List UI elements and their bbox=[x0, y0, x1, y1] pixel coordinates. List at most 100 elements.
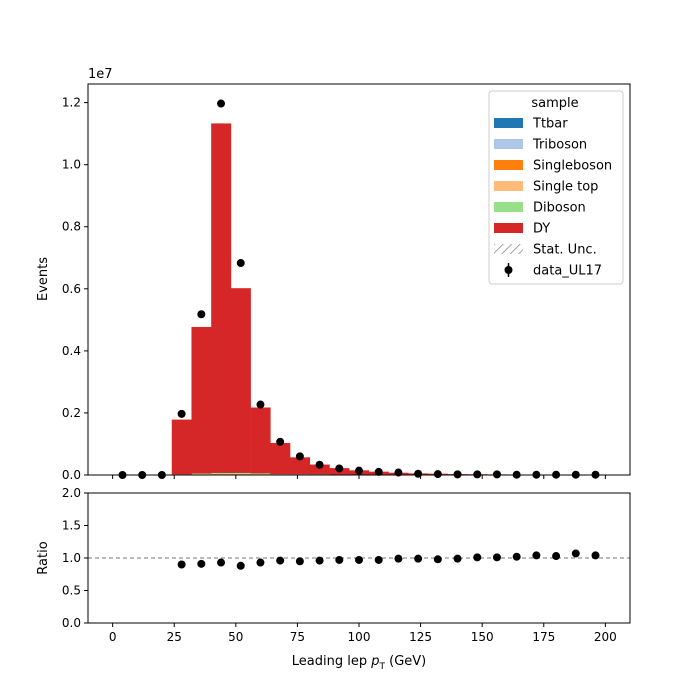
ratio-x-ticks: 0 25 50 75 100 125 150 175 200 bbox=[109, 623, 617, 644]
legend-title: sample bbox=[531, 96, 578, 111]
ratio-point-14 bbox=[453, 554, 462, 563]
ratio-x-tick-label-1: 25 bbox=[167, 630, 182, 644]
data-point-7 bbox=[256, 400, 265, 409]
ratio-point-18 bbox=[532, 551, 541, 560]
ratio-point-0 bbox=[177, 560, 186, 569]
main-plot-panel: 0.0 0.2 0.4 0.6 0.8 1.0 1.2 1e7 Events bbox=[36, 67, 631, 482]
legend-label-5: DY bbox=[533, 222, 550, 237]
main-y-tick-label-6: 1.2 bbox=[62, 96, 81, 110]
main-y-tick-label-0: 0.0 bbox=[62, 468, 81, 482]
legend-swatch-triboson bbox=[494, 139, 523, 149]
bar-dy-6 bbox=[230, 288, 251, 473]
data-point-6 bbox=[236, 259, 245, 268]
ratio-point-2 bbox=[217, 558, 226, 567]
y-scale-multiplier: 1e7 bbox=[88, 67, 113, 82]
ratio-x-tick-label-7: 175 bbox=[532, 630, 555, 644]
ratio-point-17 bbox=[512, 552, 521, 561]
ratio-point-19 bbox=[552, 552, 561, 561]
bar-dy-10 bbox=[309, 464, 330, 475]
ratio-point-16 bbox=[492, 553, 501, 562]
main-y-tick-label-1: 0.2 bbox=[62, 406, 81, 420]
ratio-point-10 bbox=[374, 555, 383, 564]
legend-label-6: Stat. Unc. bbox=[533, 243, 597, 258]
bar-dy-9 bbox=[290, 457, 311, 475]
data-point-8 bbox=[276, 437, 285, 446]
bar-dy-8 bbox=[270, 443, 291, 475]
ratio-point-9 bbox=[355, 555, 363, 564]
legend-entries: Ttbar Triboson Singleboson Single top Diboso… bbox=[494, 117, 612, 279]
ratio-point-6 bbox=[295, 557, 304, 566]
ratio-y-axis-label: Ratio bbox=[36, 541, 51, 574]
ratio-y-tick-label-3: 1.5 bbox=[62, 519, 81, 533]
ratio-point-3 bbox=[236, 561, 245, 570]
legend-swatch-single-top bbox=[494, 181, 523, 191]
main-y-axis-label: Events bbox=[36, 257, 51, 301]
legend-swatch-stat-unc bbox=[494, 244, 523, 254]
ratio-y-tick-label-4: 2.0 bbox=[62, 486, 81, 500]
ratio-point-12 bbox=[414, 554, 423, 563]
ratio-point-11 bbox=[394, 554, 403, 563]
main-x-ticks bbox=[112, 475, 606, 479]
ratio-x-tick-label-3: 75 bbox=[290, 630, 305, 644]
ratio-point-13 bbox=[433, 555, 442, 564]
ratio-points bbox=[177, 549, 600, 570]
data-point-4 bbox=[197, 310, 206, 319]
data-point-18 bbox=[473, 470, 482, 479]
data-point-12 bbox=[355, 466, 363, 475]
data-point-5 bbox=[217, 99, 226, 108]
bar-dy-3 bbox=[171, 419, 192, 475]
main-y-tick-label-2: 0.4 bbox=[62, 344, 81, 358]
ratio-point-7 bbox=[315, 556, 324, 565]
main-y-tick-label-4: 0.8 bbox=[62, 220, 81, 234]
legend-label-0: Ttbar bbox=[532, 117, 568, 132]
ratio-x-tick-label-0: 0 bbox=[109, 630, 117, 644]
data-point-10 bbox=[315, 460, 324, 469]
data-point-19 bbox=[492, 470, 501, 479]
x-axis-label: Leading lep pT (GeV) bbox=[292, 654, 426, 672]
legend-swatch-ttbar bbox=[494, 118, 523, 128]
legend-swatch-singleboson bbox=[494, 160, 523, 170]
ratio-x-tick-label-5: 125 bbox=[409, 630, 432, 644]
data-point-13 bbox=[374, 467, 383, 476]
ratio-x-tick-label-2: 50 bbox=[228, 630, 243, 644]
legend-swatch-dy bbox=[494, 223, 523, 233]
ratio-plot-panel: 0.0 0.5 1.0 1.5 2.0 0 25 50 75 100 125 150 175 200 R… bbox=[36, 486, 631, 672]
ratio-x-tick-label-8: 200 bbox=[594, 630, 617, 644]
ratio-x-tick-label-4: 100 bbox=[348, 630, 371, 644]
legend-label-3: Single top bbox=[533, 180, 598, 195]
main-y-tick-label-5: 1.0 bbox=[62, 158, 81, 172]
legend-marker-data bbox=[504, 266, 513, 274]
bar-dy-5 bbox=[211, 123, 232, 473]
ratio-point-21 bbox=[591, 551, 600, 560]
bar-dy-4 bbox=[191, 326, 212, 474]
ratio-y-tick-label-2: 1.0 bbox=[62, 551, 81, 565]
data-point-3 bbox=[177, 409, 186, 418]
bar-diboson-5 bbox=[211, 472, 232, 474]
ratio-y-tick-label-0: 0.0 bbox=[62, 616, 81, 630]
ratio-y-ticks: 0.0 0.5 1.0 1.5 2.0 bbox=[62, 486, 88, 630]
data-point-11 bbox=[335, 464, 344, 473]
legend-label-1: Triboson bbox=[532, 138, 587, 153]
stacked-histogram bbox=[171, 123, 606, 475]
ratio-point-20 bbox=[571, 549, 580, 558]
bar-diboson-6 bbox=[230, 472, 251, 474]
legend: sample Ttbar Triboson Singleboson Single to… bbox=[488, 90, 624, 285]
legend-label-4: Diboson bbox=[533, 201, 586, 216]
ratio-point-5 bbox=[276, 556, 285, 565]
legend-swatch-diboson bbox=[494, 202, 523, 212]
main-y-ticks: 0.0 0.2 0.4 0.6 0.8 1.0 1.2 bbox=[62, 96, 88, 482]
bar-diboson-4 bbox=[191, 473, 212, 475]
bar-dy-7 bbox=[250, 407, 271, 474]
main-y-tick-label-3: 0.6 bbox=[62, 282, 81, 296]
bar-diboson-7 bbox=[250, 473, 271, 475]
ratio-x-tick-label-6: 150 bbox=[471, 630, 494, 644]
ratio-y-tick-label-1: 0.5 bbox=[62, 584, 81, 598]
ratio-point-4 bbox=[256, 558, 265, 567]
legend-label-2: Singleboson bbox=[533, 159, 612, 174]
ratio-point-1 bbox=[197, 559, 206, 568]
data-point-9 bbox=[295, 452, 304, 461]
legend-label-7: data_UL17 bbox=[533, 264, 602, 279]
data-point-17 bbox=[453, 470, 462, 479]
ratio-point-15 bbox=[473, 553, 482, 562]
